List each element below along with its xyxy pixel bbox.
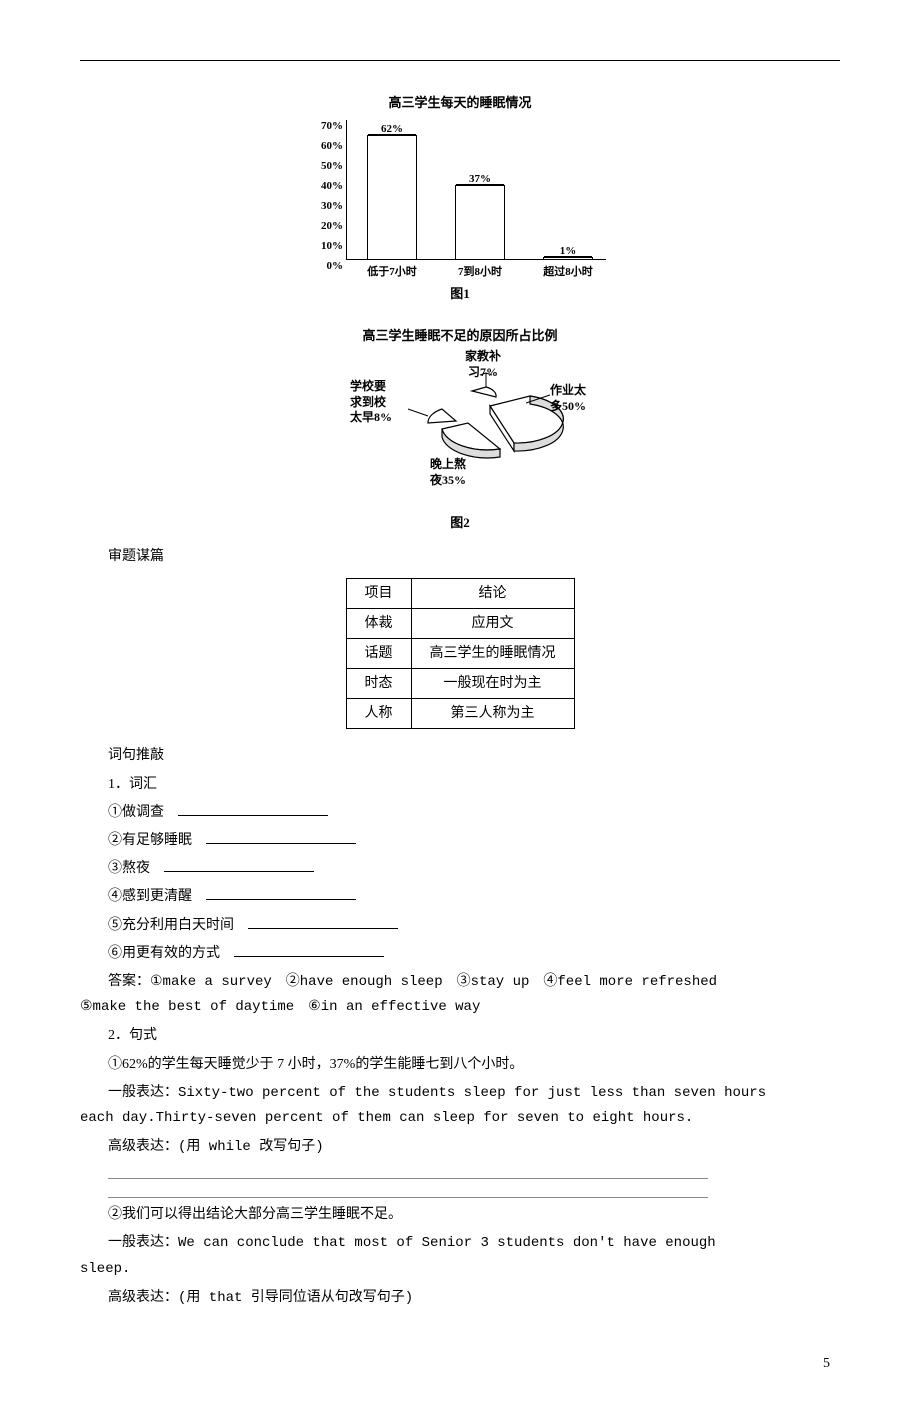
vocab-item: ③熬夜 [80,856,840,881]
answer-label: 答案： [108,974,150,989]
adv-hint: (用 that 引导同位语从句改写句子) [178,1290,413,1306]
vocab-item-text: ⑥用更有效的方式 [108,946,234,961]
pie-chart-area: 家教补 习7% 作业太 多50% 晚上熬 夜35% 学校要 求到校 太早8% [300,351,620,511]
sentence-q1: ①62%的学生每天睡觉少于 7 小时，37%的学生能睡七到八个小时。 [80,1052,840,1077]
normal-text: Sixty-two percent of the students sleep … [178,1085,766,1101]
sentence-q1-adv: 高级表达：(用 while 改写句子) [80,1134,840,1160]
bar-chart-caption: 图1 [310,282,610,305]
vocab-item: ④感到更清醒 [80,884,840,909]
answer-text: ①make a survey ②have enough sleep ③stay … [150,974,717,990]
bar-chart: 高三学生每天的睡眠情况 0%10%20%30%40%50%60%70%62%低于… [310,91,610,271]
table-cell: 应用文 [411,608,574,638]
bar-chart-title: 高三学生每天的睡眠情况 [310,91,610,114]
vocab-item: ⑤充分利用白天时间 [80,913,840,938]
vocab-item-text: ②有足够睡眠 [108,833,206,848]
pie-label-text: 学校要 [350,379,386,393]
blank-underline [206,886,356,900]
bar: 62% [367,135,417,259]
vocab-item-text: ⑤充分利用白天时间 [108,918,248,933]
bar-value-label: 1% [560,242,577,262]
pie-chart-container: 高三学生睡眠不足的原因所占比例 [80,324,840,535]
answer-blank-line [108,1178,708,1179]
pie-label-text: 作业太 [550,383,586,397]
bar: 37% [455,185,505,259]
bar-chart-plot-area: 0%10%20%30%40%50%60%70%62%低于7小时37%7到8小时1… [346,120,606,260]
pie-label-homework: 作业太 多50% [550,383,586,414]
blank-underline [178,802,328,816]
answer-blank-line [108,1197,708,1198]
page-number: 5 [80,1351,840,1376]
table-cell: 体裁 [346,608,411,638]
analysis-table: 项目结论体裁应用文话题高三学生的睡眠情况时态一般现在时为主人称第三人称为主 [346,578,575,730]
blank-underline [248,915,398,929]
blank-underline [164,858,314,872]
normal-label: 一般表达： [108,1085,178,1100]
pie-label-text: 夜35% [430,473,466,487]
bar-value-label: 37% [469,170,491,190]
adv-hint: (用 while 改写句子) [178,1139,324,1155]
vocab-answer-line1: 答案：①make a survey ②have enough sleep ③st… [80,969,840,995]
table-header-cell: 项目 [346,578,411,608]
adv-label: 高级表达： [108,1290,178,1305]
bar-value-label: 62% [381,120,403,140]
top-horizontal-rule [80,60,840,61]
vocab-item: ①做调查 [80,800,840,825]
table-cell: 时态 [346,669,411,699]
vocab-item: ②有足够睡眠 [80,828,840,853]
sentence-q2-normal-2: sleep. [80,1257,840,1282]
y-tick-label: 0% [313,256,343,276]
table-cell: 人称 [346,699,411,729]
y-tick-label: 40% [313,176,343,196]
pie-chart-title: 高三学生睡眠不足的原因所占比例 [80,324,840,347]
blank-underline [206,830,356,844]
section-heading-analysis: 审题谋篇 [80,544,840,569]
pie-label-stayup: 晚上熬 夜35% [430,457,466,488]
normal-text: We can conclude that most of Senior 3 st… [178,1235,716,1251]
vocab-heading: 1．词汇 [80,772,840,797]
sentence-q2-normal: 一般表达：We can conclude that most of Senior… [80,1230,840,1256]
bar-chart-container: 高三学生每天的睡眠情况 0%10%20%30%40%50%60%70%62%低于… [80,91,840,308]
y-tick-label: 60% [313,136,343,156]
x-axis-label: 7到8小时 [440,263,520,283]
adv-label: 高级表达： [108,1139,178,1154]
sentence-q1-normal: 一般表达：Sixty-two percent of the students s… [80,1080,840,1106]
pie-label-text: 多50% [550,399,586,413]
vocab-list: ①做调查 ②有足够睡眠 ③熬夜 ④感到更清醒 ⑤充分利用白天时间 ⑥用更有效的方… [80,800,840,966]
table-cell: 第三人称为主 [411,699,574,729]
y-tick-label: 70% [313,116,343,136]
sentence-q1-normal-2: each day.Thirty-seven percent of them ca… [80,1106,840,1131]
bar: 1% [543,257,593,259]
vocab-answer-line2: ⑤make the best of daytime ⑥in an effecti… [80,995,840,1020]
y-tick-label: 20% [313,216,343,236]
sentence-q2-adv: 高级表达：(用 that 引导同位语从句改写句子) [80,1285,840,1311]
section-heading-vocab: 词句推敲 [80,743,840,768]
vocab-item: ⑥用更有效的方式 [80,941,840,966]
vocab-item-text: ①做调查 [108,805,178,820]
pie-label-text: 晚上熬 [430,457,466,471]
x-axis-label: 低于7小时 [352,263,432,283]
sentence-q2: ②我们可以得出结论大部分高三学生睡眠不足。 [80,1202,840,1227]
pie-label-text: 求到校 [350,395,386,409]
normal-label: 一般表达： [108,1235,178,1250]
vocab-item-text: ③熬夜 [108,861,164,876]
y-tick-label: 50% [313,156,343,176]
pie-label-text: 家教补 [465,349,501,363]
pie-chart-caption: 图2 [80,511,840,534]
table-cell: 话题 [346,638,411,668]
pie-label-tutoring: 家教补 习7% [465,349,501,380]
blank-underline [234,943,384,957]
table-header-cell: 结论 [411,578,574,608]
table-cell: 一般现在时为主 [411,669,574,699]
pie-label-school: 学校要 求到校 太早8% [350,379,392,426]
pie-label-text: 习7% [468,365,498,379]
table-cell: 高三学生的睡眠情况 [411,638,574,668]
y-tick-label: 30% [313,196,343,216]
sentence-heading: 2．句式 [80,1023,840,1048]
y-tick-label: 10% [313,236,343,256]
vocab-item-text: ④感到更清醒 [108,889,206,904]
pie-label-text: 太早8% [350,410,392,424]
x-axis-label: 超过8小时 [528,263,608,283]
